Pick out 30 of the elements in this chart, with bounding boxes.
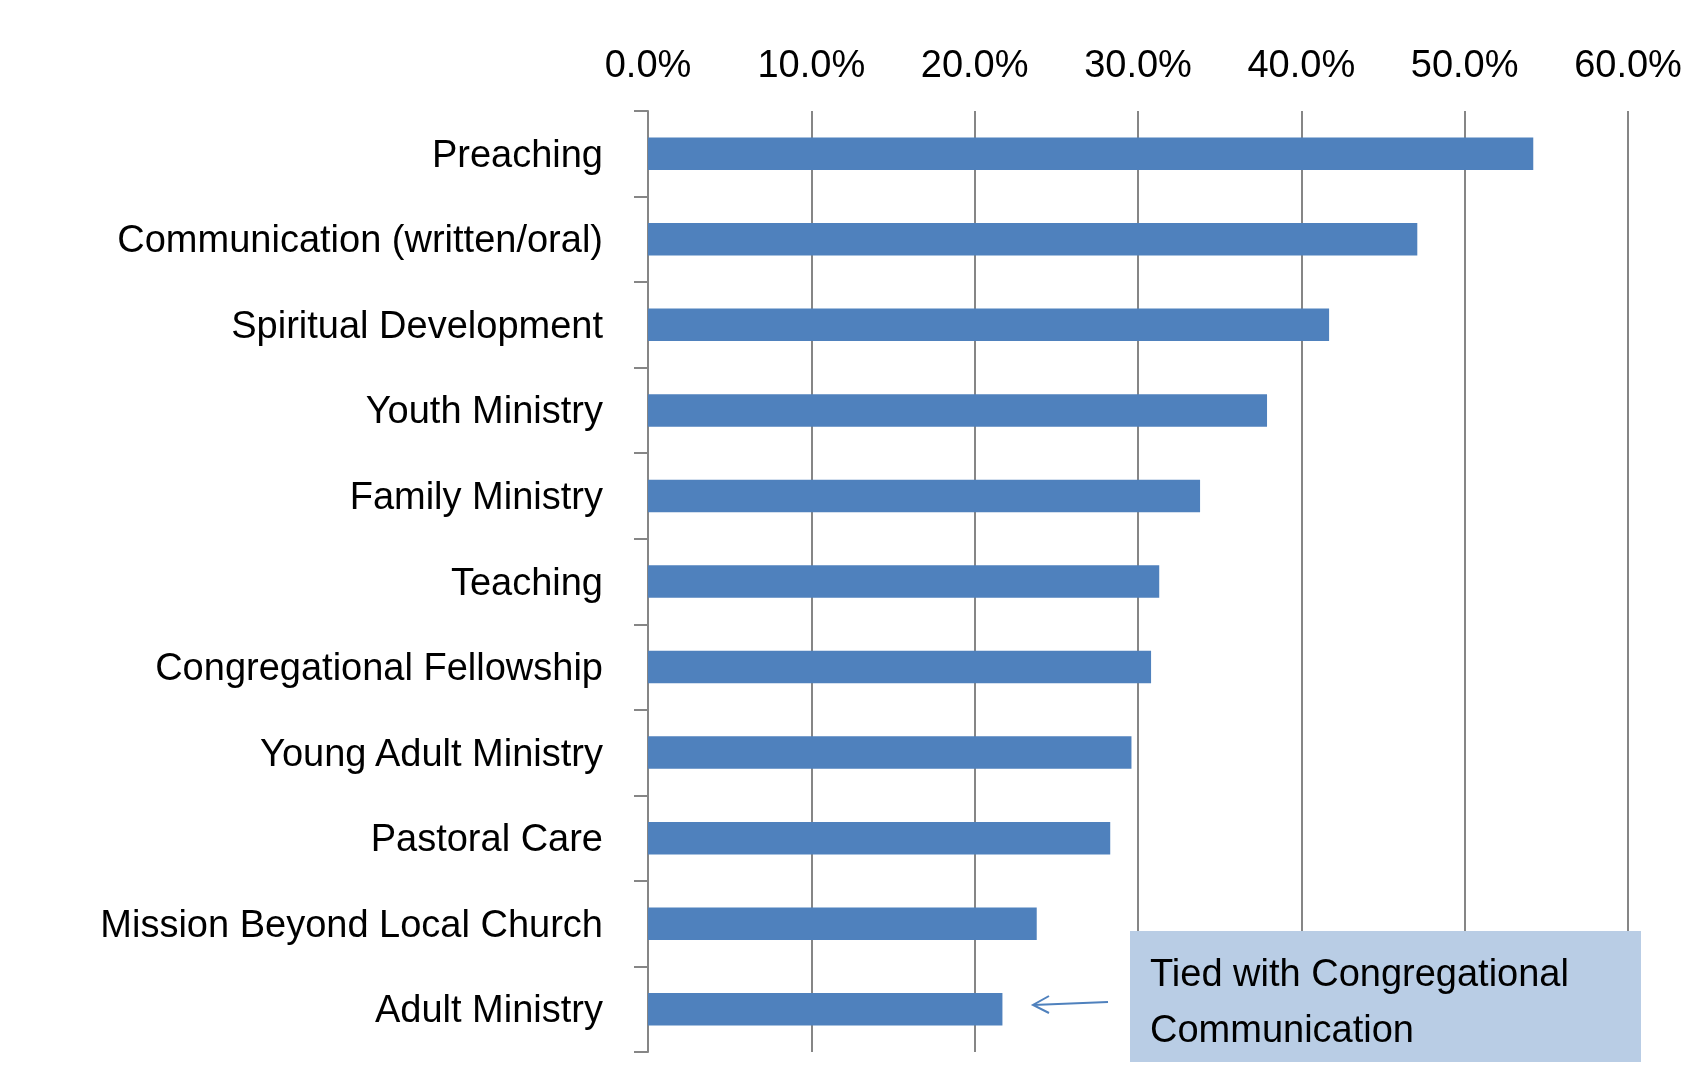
x-tick-label: 50.0% [1410,43,1519,85]
bar [648,992,1003,1026]
y-tick-label: Preaching [431,132,603,175]
y-tick-label: Pastoral Care [370,817,603,860]
y-tick-label: Adult Ministry [374,988,603,1031]
x-tick-label: 60.0% [1574,43,1682,85]
y-tick-label: Family Ministry [349,474,603,517]
bar [648,394,1268,427]
y-tick-label: Young Adult Ministry [260,731,603,774]
bar [648,650,1152,684]
x-tick-label: 0.0% [604,43,692,85]
y-tick-label: Youth Ministry [365,389,603,432]
annotation: Tied with Congregational Communication [1130,931,1641,1062]
y-tick-label: Congregational Fellowship [155,646,603,689]
x-tick-label: 40.0% [1247,43,1356,85]
y-tick-label: Communication (written/oral) [117,218,603,261]
bar [648,137,1534,171]
y-tick-label: Teaching [450,560,603,603]
x-tick-label: 20.0% [920,43,1029,85]
bar [648,565,1160,598]
x-tick-label: 10.0% [757,43,866,85]
bar [648,223,1418,256]
bar [648,308,1330,342]
bar [648,821,1111,855]
bar [648,736,1132,769]
bar [648,479,1201,513]
bar [648,907,1037,940]
y-tick-label: Spiritual Development [231,303,604,346]
x-tick-label: 30.0% [1084,43,1192,85]
y-tick-label: Mission Beyond Local Church [100,902,603,945]
